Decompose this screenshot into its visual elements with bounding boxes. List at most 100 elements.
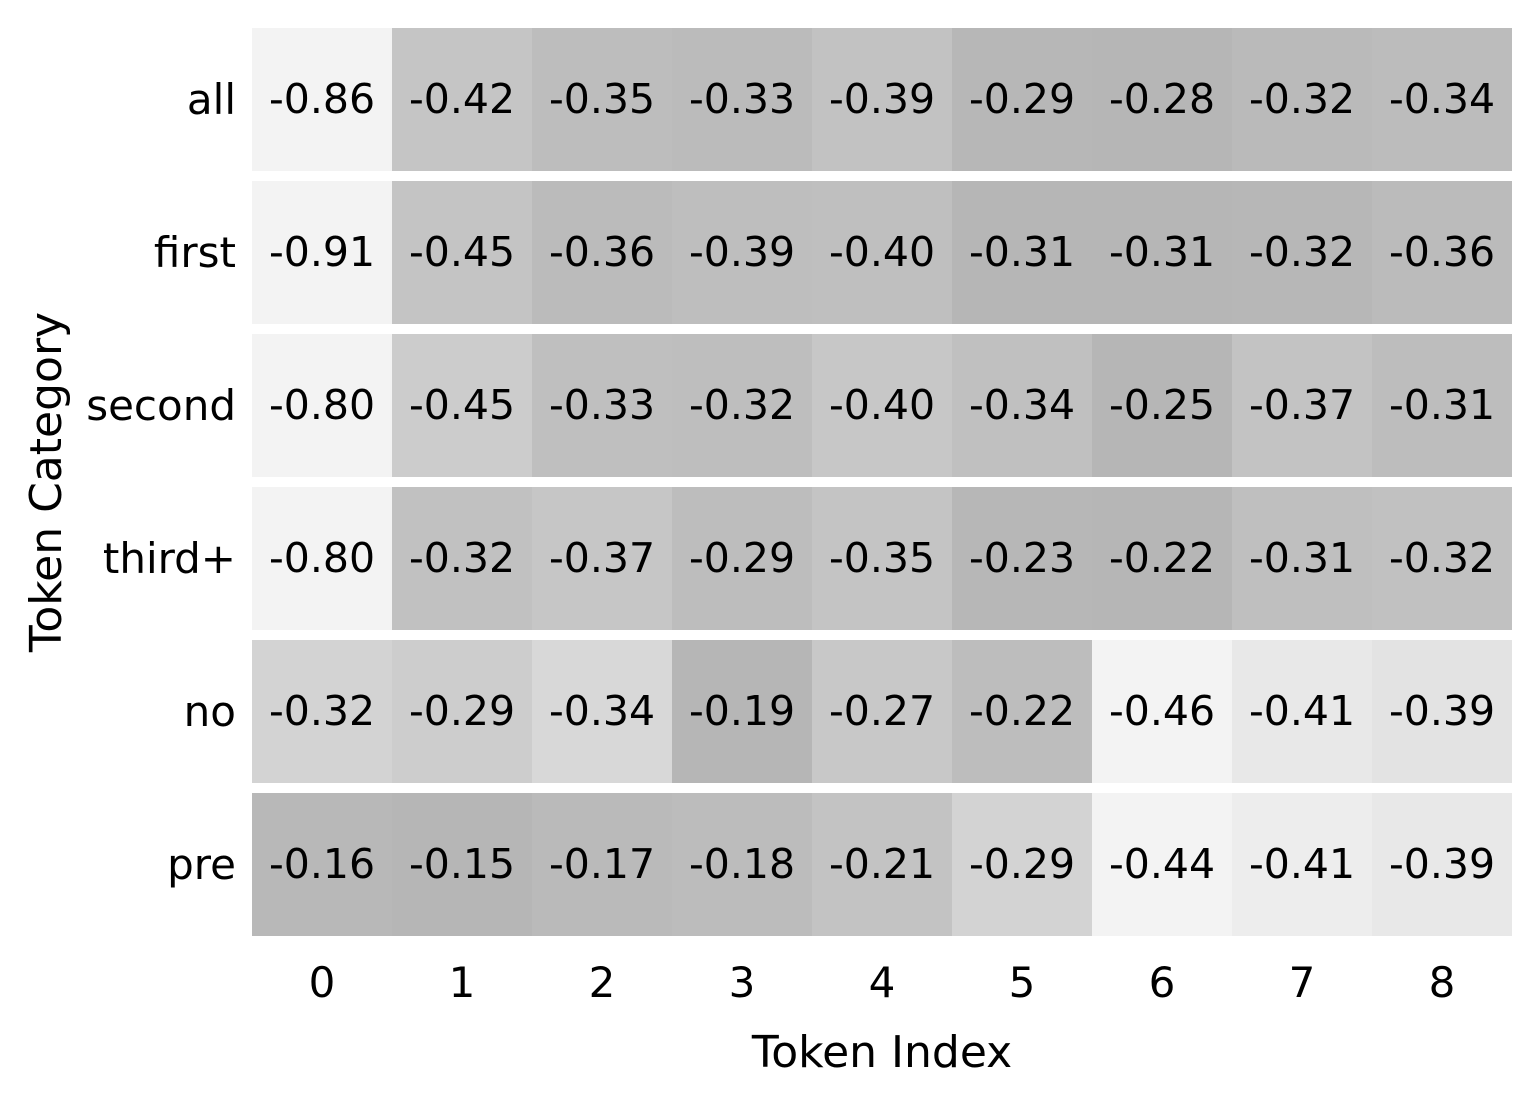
heatmap-cell: -0.18	[672, 793, 812, 936]
cell-value: -0.33	[548, 381, 656, 429]
cell-value: -0.39	[1388, 687, 1496, 735]
cell-value: -0.32	[268, 687, 376, 735]
heatmap-cell: -0.19	[672, 640, 812, 783]
heatmap-cell: -0.37	[1232, 334, 1372, 477]
heatmap-cell: -0.31	[1372, 334, 1512, 477]
y-tick-label: second	[86, 380, 236, 430]
heatmap-cell: -0.22	[952, 640, 1092, 783]
heatmap-cell: -0.42	[392, 28, 532, 171]
y-tick-label: all	[186, 74, 236, 124]
cell-value: -0.91	[268, 228, 376, 276]
cell-value: -0.39	[828, 75, 936, 123]
heatmap-cell: -0.44	[1092, 793, 1232, 936]
cell-value: -0.32	[1388, 534, 1496, 582]
x-tick-label: 2	[588, 958, 616, 1007]
heatmap-cell: -0.39	[672, 181, 812, 324]
cell-value: -0.34	[548, 687, 656, 735]
heatmap-cell: -0.32	[1232, 28, 1372, 171]
x-tick-label: 8	[1428, 958, 1456, 1007]
heatmap-cell: -0.25	[1092, 334, 1232, 477]
cell-value: -0.34	[1388, 75, 1496, 123]
x-tick-label: 1	[448, 958, 476, 1007]
heatmap-cell: -0.46	[1092, 640, 1232, 783]
heatmap-cell: -0.39	[1372, 793, 1512, 936]
heatmap-cell: -0.31	[1232, 487, 1372, 630]
y-tick-label: third+	[102, 533, 236, 583]
cell-value: -0.31	[1108, 228, 1216, 276]
cell-value: -0.42	[408, 75, 516, 123]
cell-value: -0.35	[548, 75, 656, 123]
heatmap-row: -0.16 -0.15 -0.17 -0.18 -0.21 -0.29 -0.44 -0.41…	[252, 793, 1512, 936]
heatmap-cell: -0.15	[392, 793, 532, 936]
heatmap-cell: -0.40	[812, 334, 952, 477]
heatmap-cell: -0.45	[392, 181, 532, 324]
heatmap-row: -0.80 -0.45 -0.33 -0.32 -0.40 -0.34 -0.25 -0.37…	[252, 334, 1512, 477]
x-tick-label: 3	[728, 958, 756, 1007]
cell-value: -0.17	[548, 840, 656, 888]
cell-value: -0.46	[1108, 687, 1216, 735]
heatmap-cell: -0.33	[532, 334, 672, 477]
heatmap-cell: -0.23	[952, 487, 1092, 630]
heatmap-cell: -0.22	[1092, 487, 1232, 630]
cell-value: -0.86	[268, 75, 376, 123]
heatmap-cell: -0.31	[952, 181, 1092, 324]
cell-value: -0.16	[268, 840, 376, 888]
heatmap-cell: -0.35	[812, 487, 952, 630]
cell-value: -0.21	[828, 840, 936, 888]
cell-value: -0.40	[828, 228, 936, 276]
heatmap-cell: -0.31	[1092, 181, 1232, 324]
heatmap-cell: -0.36	[1372, 181, 1512, 324]
heatmap-cell: -0.41	[1232, 793, 1372, 936]
heatmap-cell: -0.34	[952, 334, 1092, 477]
cell-value: -0.36	[548, 228, 656, 276]
heatmap-row: -0.86 -0.42 -0.35 -0.33 -0.39 -0.29 -0.28 -0.32…	[252, 28, 1512, 171]
cell-value: -0.44	[1108, 840, 1216, 888]
cell-value: -0.37	[1248, 381, 1356, 429]
cell-value: -0.29	[408, 687, 516, 735]
heatmap-cell: -0.35	[532, 28, 672, 171]
heatmap-cell: -0.32	[1232, 181, 1372, 324]
x-tick-label: 5	[1008, 958, 1036, 1007]
cell-value: -0.35	[828, 534, 936, 582]
heatmap-cell: -0.37	[532, 487, 672, 630]
heatmap-cell: -0.80	[252, 487, 392, 630]
heatmap-row: -0.91 -0.45 -0.36 -0.39 -0.40 -0.31 -0.31 -0.32…	[252, 181, 1512, 324]
cell-value: -0.22	[1108, 534, 1216, 582]
x-tick-label: 6	[1148, 958, 1176, 1007]
heatmap-cell: -0.39	[1372, 640, 1512, 783]
cell-value: -0.39	[688, 228, 796, 276]
heatmap-cell: -0.34	[532, 640, 672, 783]
heatmap-grid: -0.86 -0.42 -0.35 -0.33 -0.39 -0.29 -0.28 -0.32…	[252, 28, 1512, 936]
cell-value: -0.23	[968, 534, 1076, 582]
heatmap-cell: -0.34	[1372, 28, 1512, 171]
heatmap-cell: -0.91	[252, 181, 392, 324]
cell-value: -0.29	[968, 840, 1076, 888]
cell-value: -0.15	[408, 840, 516, 888]
heatmap-cell: -0.32	[672, 334, 812, 477]
heatmap-cell: -0.41	[1232, 640, 1372, 783]
heatmap-cell: -0.21	[812, 793, 952, 936]
heatmap-cell: -0.45	[392, 334, 532, 477]
y-axis-tick-labels: all first second third+ no pre	[0, 28, 236, 936]
cell-value: -0.33	[688, 75, 796, 123]
cell-value: -0.31	[968, 228, 1076, 276]
x-tick-label: 4	[868, 958, 896, 1007]
y-tick-label: first	[153, 227, 236, 277]
cell-value: -0.31	[1248, 534, 1356, 582]
heatmap-cell: -0.27	[812, 640, 952, 783]
heatmap-cell: -0.17	[532, 793, 672, 936]
cell-value: -0.45	[408, 381, 516, 429]
y-tick-label: no	[183, 686, 236, 736]
heatmap-cell: -0.32	[252, 640, 392, 783]
x-tick-label: 0	[308, 958, 336, 1007]
cell-value: -0.34	[968, 381, 1076, 429]
heatmap-cell: -0.86	[252, 28, 392, 171]
heatmap-cell: -0.40	[812, 181, 952, 324]
heatmap-cell: -0.80	[252, 334, 392, 477]
cell-value: -0.39	[1388, 840, 1496, 888]
cell-value: -0.18	[688, 840, 796, 888]
heatmap-cell: -0.29	[672, 487, 812, 630]
cell-value: -0.25	[1108, 381, 1216, 429]
cell-value: -0.32	[1248, 228, 1356, 276]
